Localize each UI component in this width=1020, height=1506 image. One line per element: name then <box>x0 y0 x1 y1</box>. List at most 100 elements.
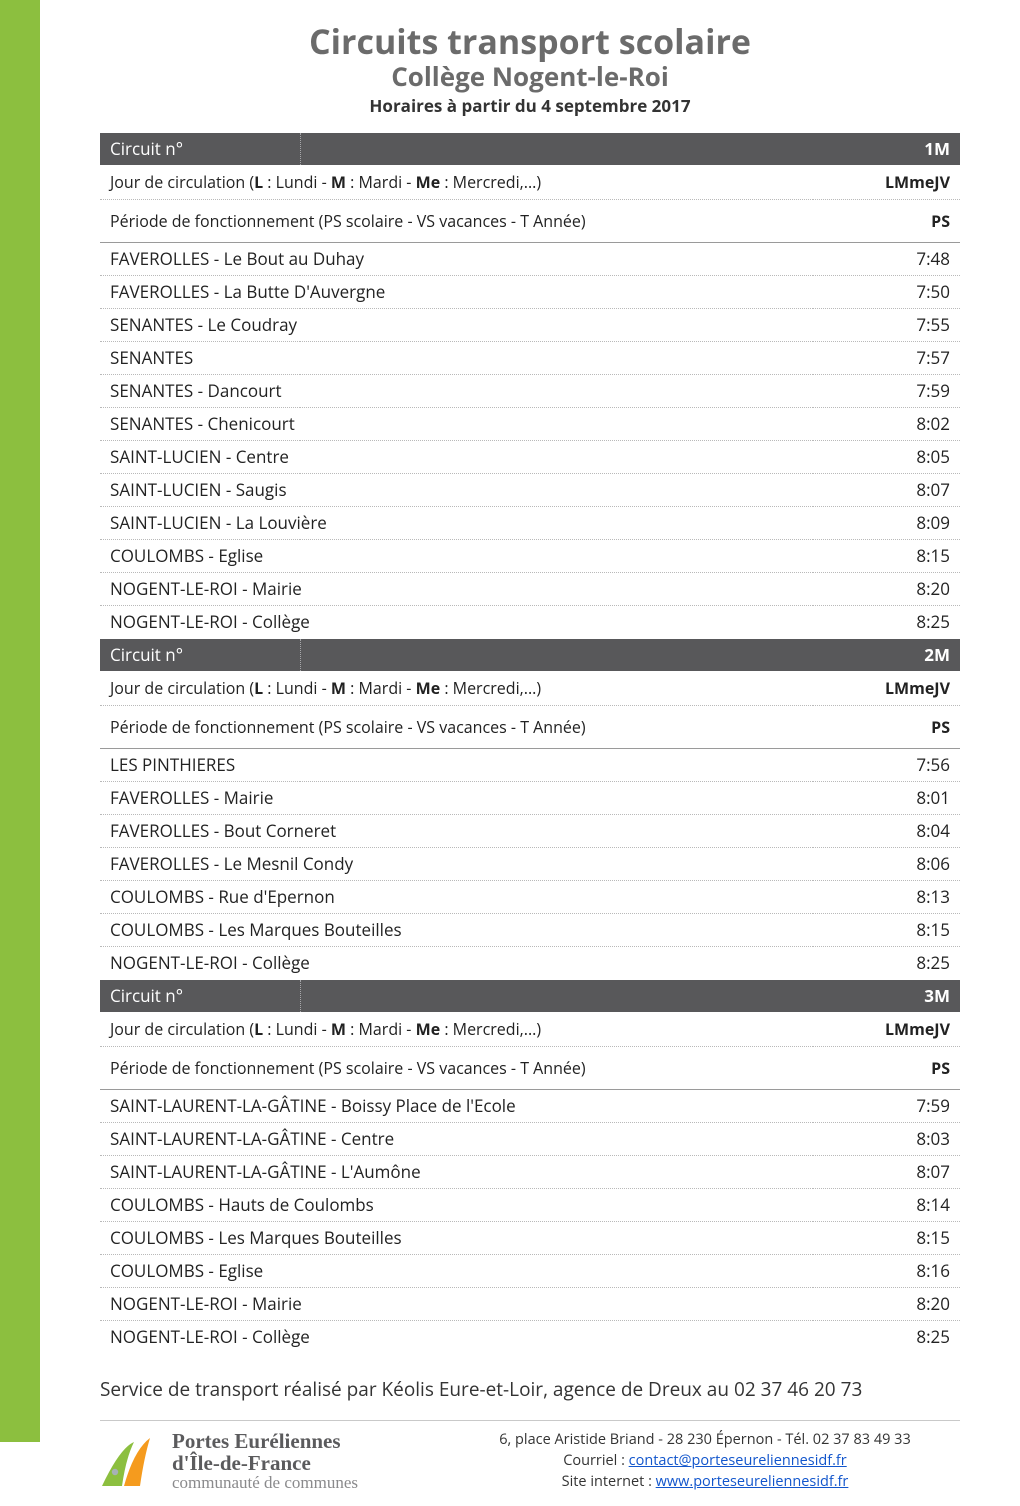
stop-row: LES PINTHIERES7:56 <box>100 749 960 782</box>
stop-name: SENANTES <box>100 342 813 375</box>
jour-row: Jour de circulation (L : Lundi - M : Mar… <box>100 165 960 200</box>
stop-row: NOGENT-LE-ROI - Collège8:25 <box>100 606 960 640</box>
circuit-header-label: Circuit n° <box>100 980 300 1012</box>
stop-name: FAVEROLLES - Le Bout au Duhay <box>100 243 813 276</box>
periode-label: Période de fonctionnement (PS scolaire -… <box>100 706 813 749</box>
circuit-header-spacer <box>300 980 813 1012</box>
contact-site-link[interactable]: www.porteseureliennesidf.fr <box>656 1472 849 1491</box>
circuits-table: Circuit n°1MJour de circulation (L : Lun… <box>100 133 960 1354</box>
stop-name: NOGENT-LE-ROI - Collège <box>100 947 813 981</box>
stop-time: 8:14 <box>813 1189 960 1222</box>
stop-time: 8:20 <box>813 1288 960 1321</box>
contact-address: 6, place Aristide Briand - 28 230 Éperno… <box>450 1429 960 1450</box>
stop-time: 8:09 <box>813 507 960 540</box>
stop-time: 8:07 <box>813 1156 960 1189</box>
stop-row: SENANTES7:57 <box>100 342 960 375</box>
jour-value: LMmeJV <box>813 165 960 200</box>
periode-row: Période de fonctionnement (PS scolaire -… <box>100 706 960 749</box>
contact-email-link[interactable]: contact@porteseureliennesidf.fr <box>629 1451 847 1470</box>
stop-name: NOGENT-LE-ROI - Collège <box>100 606 813 640</box>
stop-name: SAINT-LUCIEN - La Louvière <box>100 507 813 540</box>
stop-row: NOGENT-LE-ROI - Collège8:25 <box>100 947 960 981</box>
footer-note: Service de transport réalisé par Kéolis … <box>100 1376 960 1402</box>
stop-name: LES PINTHIERES <box>100 749 813 782</box>
stop-time: 8:16 <box>813 1255 960 1288</box>
stop-time: 7:59 <box>813 1090 960 1123</box>
logo-line1: Portes Euréliennes <box>172 1430 358 1452</box>
periode-label: Période de fonctionnement (PS scolaire -… <box>100 200 813 243</box>
stop-row: FAVEROLLES - Le Bout au Duhay7:48 <box>100 243 960 276</box>
stop-row: NOGENT-LE-ROI - Mairie8:20 <box>100 1288 960 1321</box>
page-title: Circuits transport scolaire <box>100 22 960 61</box>
logo-mark-icon <box>100 1432 164 1490</box>
stop-row: SAINT-LAURENT-LA-GÂTINE - Centre8:03 <box>100 1123 960 1156</box>
stop-row: FAVEROLLES - Bout Corneret8:04 <box>100 815 960 848</box>
circuit-number: 3M <box>813 980 960 1012</box>
stop-time: 7:48 <box>813 243 960 276</box>
jour-label: Jour de circulation (L : Lundi - M : Mar… <box>100 1012 813 1047</box>
circuit-header-spacer <box>300 133 813 165</box>
footer-bar: Portes Euréliennes d'Île-de-France commu… <box>100 1420 960 1492</box>
stop-row: FAVEROLLES - La Butte D'Auvergne7:50 <box>100 276 960 309</box>
stop-name: FAVEROLLES - La Butte D'Auvergne <box>100 276 813 309</box>
logo-line3: communauté de communes <box>172 1474 358 1492</box>
stop-time: 7:56 <box>813 749 960 782</box>
stop-name: COULOMBS - Eglise <box>100 1255 813 1288</box>
stop-name: SENANTES - Dancourt <box>100 375 813 408</box>
stop-time: 8:07 <box>813 474 960 507</box>
contact-email-label: Courriel : <box>563 1451 628 1470</box>
stop-name: COULOMBS - Hauts de Coulombs <box>100 1189 813 1222</box>
stop-name: COULOMBS - Les Marques Bouteilles <box>100 1222 813 1255</box>
jour-value: LMmeJV <box>813 671 960 706</box>
stop-time: 7:57 <box>813 342 960 375</box>
logo-text: Portes Euréliennes d'Île-de-France commu… <box>172 1430 358 1492</box>
stop-time: 8:05 <box>813 441 960 474</box>
stop-row: SAINT-LAURENT-LA-GÂTINE - Boissy Place d… <box>100 1090 960 1123</box>
stop-name: COULOMBS - Eglise <box>100 540 813 573</box>
stop-name: FAVEROLLES - Mairie <box>100 782 813 815</box>
circuit-number: 1M <box>813 133 960 165</box>
stop-row: SAINT-LUCIEN - Centre8:05 <box>100 441 960 474</box>
contact-site-label: Site internet : <box>562 1472 656 1491</box>
periode-row: Période de fonctionnement (PS scolaire -… <box>100 200 960 243</box>
stop-name: SAINT-LAURENT-LA-GÂTINE - Centre <box>100 1123 813 1156</box>
periode-label: Période de fonctionnement (PS scolaire -… <box>100 1047 813 1090</box>
stop-row: SAINT-LUCIEN - La Louvière8:09 <box>100 507 960 540</box>
stop-row: COULOMBS - Hauts de Coulombs8:14 <box>100 1189 960 1222</box>
stop-name: COULOMBS - Rue d'Epernon <box>100 881 813 914</box>
stop-time: 8:25 <box>813 947 960 981</box>
stop-time: 8:25 <box>813 606 960 640</box>
stop-row: COULOMBS - Les Marques Bouteilles8:15 <box>100 1222 960 1255</box>
jour-label: Jour de circulation (L : Lundi - M : Mar… <box>100 671 813 706</box>
jour-row: Jour de circulation (L : Lundi - M : Mar… <box>100 671 960 706</box>
stop-row: COULOMBS - Rue d'Epernon8:13 <box>100 881 960 914</box>
stop-name: SENANTES - Le Coudray <box>100 309 813 342</box>
stop-row: NOGENT-LE-ROI - Collège8:25 <box>100 1321 960 1355</box>
jour-label: Jour de circulation (L : Lundi - M : Mar… <box>100 165 813 200</box>
stop-name: NOGENT-LE-ROI - Mairie <box>100 1288 813 1321</box>
stop-time: 8:15 <box>813 1222 960 1255</box>
stop-time: 8:25 <box>813 1321 960 1355</box>
stop-row: SENANTES - Dancourt7:59 <box>100 375 960 408</box>
stop-time: 7:55 <box>813 309 960 342</box>
page-subtitle: Collège Nogent-le-Roi <box>100 61 960 92</box>
stop-name: NOGENT-LE-ROI - Mairie <box>100 573 813 606</box>
stop-name: NOGENT-LE-ROI - Collège <box>100 1321 813 1355</box>
periode-value: PS <box>813 200 960 243</box>
stop-name: SAINT-LUCIEN - Centre <box>100 441 813 474</box>
stop-row: SAINT-LAURENT-LA-GÂTINE - L'Aumône8:07 <box>100 1156 960 1189</box>
stop-name: SAINT-LAURENT-LA-GÂTINE - Boissy Place d… <box>100 1090 813 1123</box>
circuit-number: 2M <box>813 639 960 671</box>
circuit-header-spacer <box>300 639 813 671</box>
stop-time: 8:13 <box>813 881 960 914</box>
stop-name: SAINT-LUCIEN - Saugis <box>100 474 813 507</box>
stop-row: NOGENT-LE-ROI - Mairie8:20 <box>100 573 960 606</box>
jour-value: LMmeJV <box>813 1012 960 1047</box>
jour-row: Jour de circulation (L : Lundi - M : Mar… <box>100 1012 960 1047</box>
stop-row: SENANTES - Chenicourt8:02 <box>100 408 960 441</box>
stop-time: 8:15 <box>813 914 960 947</box>
stop-time: 8:03 <box>813 1123 960 1156</box>
circuit-header-row: Circuit n° 3M <box>100 980 960 1012</box>
stop-row: COULOMBS - Eglise8:15 <box>100 540 960 573</box>
circuit-header-row: Circuit n°2M <box>100 639 960 671</box>
